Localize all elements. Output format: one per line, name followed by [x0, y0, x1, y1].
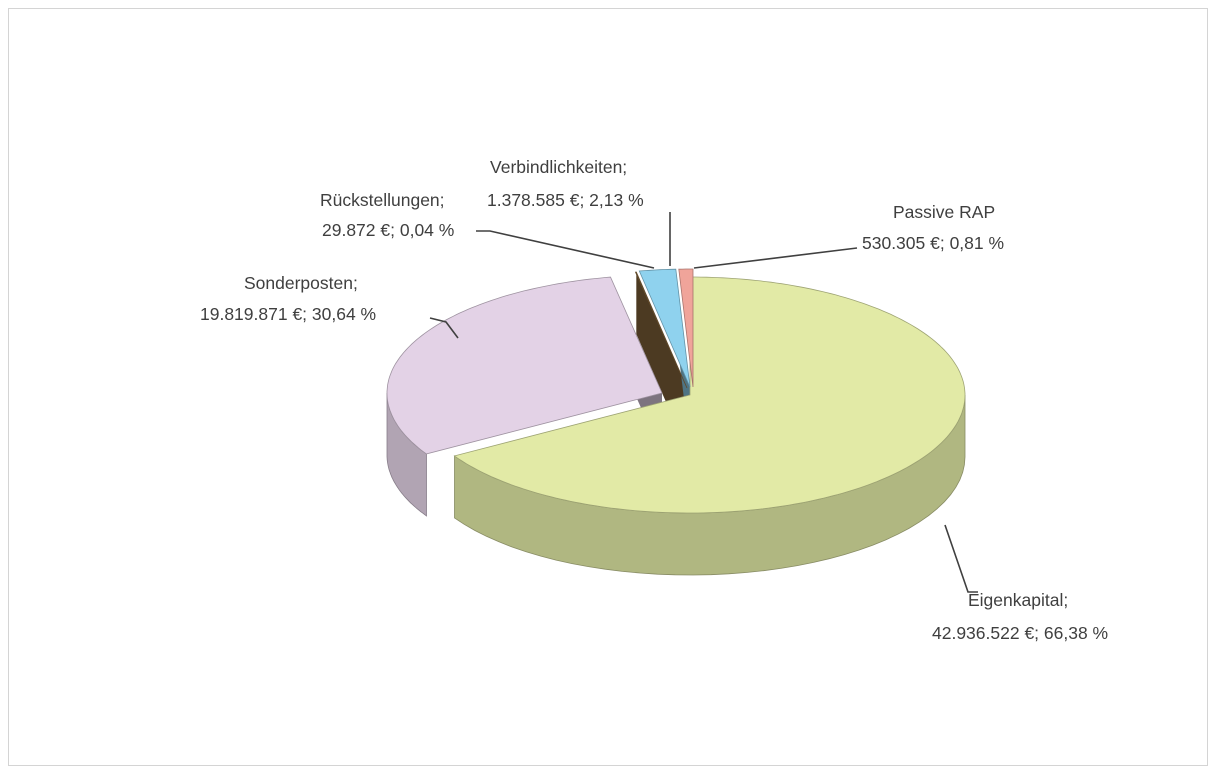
slice-passive-rap: [678, 268, 694, 388]
slice-eigenkapital: [453, 276, 966, 514]
label-sonderposten-value: 19.819.871 €; 30,64 %: [200, 304, 376, 324]
slice-r-ckstellungen: [634, 271, 688, 389]
leader-sonderposten: [429, 317, 459, 339]
label-sonderposten-name: Sonderposten;: [244, 273, 358, 293]
label-rueckstellungen-value: 29.872 €; 0,04 %: [322, 220, 454, 240]
slice-verbindlichkeiten: [638, 268, 691, 388]
label-passive-rap-name: Passive RAP: [893, 202, 995, 222]
slice-sonderposten: [386, 276, 663, 455]
leader-eigenkapital: [944, 524, 978, 593]
label-verbindlichkeiten-name: Verbindlichkeiten;: [490, 157, 627, 177]
label-verbindlichkeiten-value: 1.378.585 €; 2,13 %: [487, 190, 644, 210]
leader-passive-rap: [693, 247, 858, 269]
leader-rueckstellungen: [476, 230, 655, 269]
label-rueckstellungen-name: Rückstellungen;: [320, 190, 445, 210]
label-eigenkapital-name: Eigenkapital;: [968, 590, 1068, 610]
label-eigenkapital-value: 42.936.522 €; 66,38 %: [932, 623, 1108, 643]
label-passive-rap-value: 530.305 €; 0,81 %: [862, 233, 1004, 253]
